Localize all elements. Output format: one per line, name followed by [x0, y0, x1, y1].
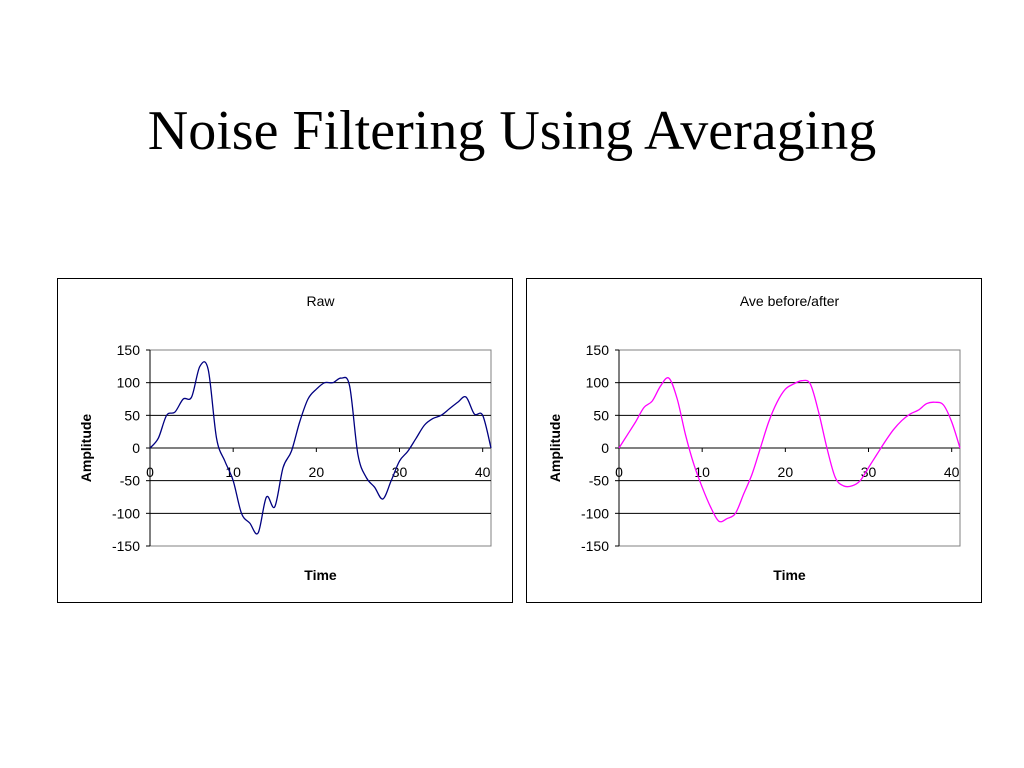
average-chart-series-line [618, 377, 961, 523]
raw-chart-x-tick-label: 40 [475, 464, 491, 480]
slide-title: Noise Filtering Using Averaging [147, 100, 877, 162]
average-chart-y-axis-title: Amplitude [547, 414, 563, 483]
average-chart-x-tick-label: 0 [615, 464, 623, 480]
raw-chart-y-tick-label: -50 [120, 473, 140, 489]
raw-chart: Raw 150 100 50 0 -50 -100 -150 0 10 20 30 40 Time Ampl… [57, 278, 513, 603]
average-chart-y-tick-label: 50 [593, 407, 609, 423]
average-chart-x-tick-label: 30 [861, 464, 877, 480]
raw-chart-y-tick-label: -150 [112, 538, 140, 554]
average-chart-y-tick-label: -150 [581, 538, 609, 554]
average-chart-y-tick-label: 0 [601, 440, 609, 456]
raw-chart-y-tick-label: 150 [117, 342, 141, 358]
raw-chart-x-tick-label: 20 [309, 464, 325, 480]
average-chart-x-axis-title: Time [773, 567, 806, 583]
average-chart-x-tick-label: 40 [944, 464, 960, 480]
raw-chart-y-tick-label: 50 [124, 407, 140, 423]
average-chart-y-tick-label: 100 [586, 375, 610, 391]
raw-chart-x-tick-label: 0 [146, 464, 154, 480]
raw-chart-y-axis-title: Amplitude [78, 414, 94, 483]
raw-chart-y-tick-label: -100 [112, 505, 140, 521]
raw-chart-title: Raw [306, 293, 335, 309]
raw-chart-x-axis-title: Time [304, 567, 337, 583]
average-chart-y-tick-label: -100 [581, 505, 609, 521]
average-chart-y-tick-label: -50 [589, 473, 609, 489]
raw-chart-x-tick-label: 10 [225, 464, 241, 480]
average-chart: Ave before/after 150 100 50 0 -50 -100 -150 0 10 2… [526, 278, 982, 603]
average-chart-x-tick-label: 20 [778, 464, 794, 480]
average-chart-title: Ave before/after [740, 293, 840, 309]
raw-chart-y-tick-label: 100 [117, 375, 141, 391]
raw-chart-y-tick-label: 0 [132, 440, 140, 456]
average-chart-y-tick-label: 150 [586, 342, 610, 358]
raw-chart-series-line [149, 361, 492, 535]
